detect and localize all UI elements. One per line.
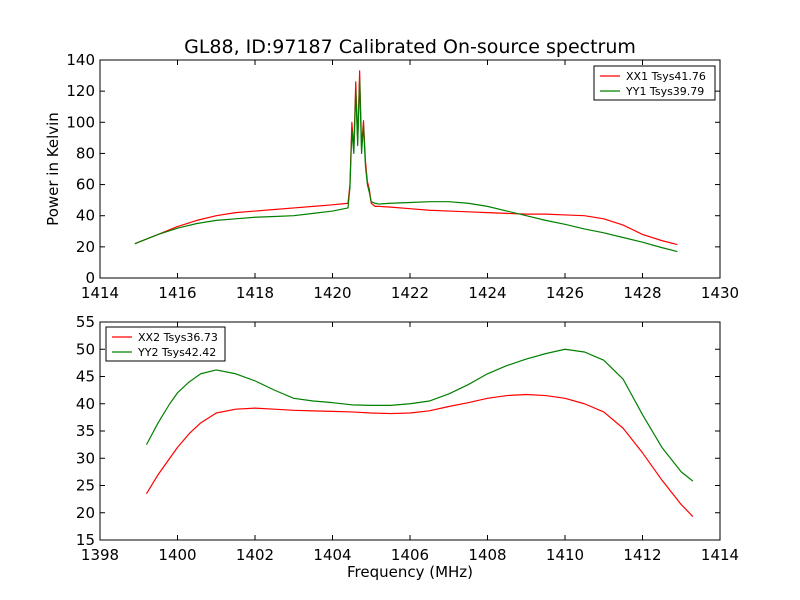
x-tick-label: 1408	[468, 546, 506, 564]
x-tick-label: 1400	[158, 546, 196, 564]
series-line-xx2	[145, 393, 694, 517]
y-tick-label: 25	[76, 477, 95, 495]
y-tick-label: 100	[66, 113, 95, 131]
legend-box	[105, 326, 226, 362]
y-tick-label: 40	[76, 395, 95, 413]
legend-entry-label: YY2 Tsys42.42	[137, 346, 216, 359]
legend-entry-label: XX2 Tsys36.73	[138, 331, 218, 344]
x-axis-label: Frequency (MHz)	[347, 563, 473, 581]
y-tick-label: 50	[76, 340, 95, 358]
y-tick-label: 45	[76, 368, 95, 386]
x-tick-label: 1410	[546, 546, 584, 564]
y-tick-label: 40	[76, 207, 95, 225]
x-tick-label: 1402	[236, 546, 274, 564]
y-tick-label: 55	[76, 313, 95, 331]
x-tick-label: 1420	[313, 284, 351, 302]
y-tick-label: 15	[76, 531, 95, 549]
legend-box	[593, 65, 716, 101]
y-tick-label: 80	[76, 144, 95, 162]
legend-entry-label: YY1 Tsys39.79	[625, 85, 704, 98]
x-tick-label: 1428	[623, 284, 661, 302]
legend-entry-label: XX1 Tsys41.76	[626, 70, 706, 83]
y-tick-label: 60	[76, 176, 95, 194]
x-tick-label: 1406	[391, 546, 429, 564]
figure-title: GL88, ID:97187 Calibrated On-source spec…	[184, 36, 636, 58]
bottom-panel: 1398 1400 1402 1404 1406 1408 1410 1412 1414 15 20…	[76, 313, 739, 581]
x-tick-label: 1414	[81, 284, 119, 302]
top-panel: 1414 1416 1418 1420 1422 1424 1426 1428 1430 0 20 4…	[44, 51, 739, 302]
y-tick-label: 30	[76, 449, 95, 467]
x-tick-label: 1404	[313, 546, 351, 564]
x-tick-label: 1422	[391, 284, 429, 302]
x-tick-label: 1424	[468, 284, 506, 302]
y-tick-label: 20	[76, 504, 95, 522]
x-tick-label: 1426	[546, 284, 584, 302]
y-tick-label: 35	[76, 422, 95, 440]
series-line-yy2	[145, 348, 694, 482]
x-tick-label: 1398	[81, 546, 119, 564]
y-tick-label: 0	[85, 269, 95, 287]
x-tick-label: 1416	[158, 284, 196, 302]
x-tick-label: 1412	[623, 546, 661, 564]
x-tick-label: 1418	[236, 284, 274, 302]
x-tick-label: 1414	[701, 546, 739, 564]
y-axis-label: Power in Kelvin	[44, 112, 62, 226]
series-line-yy1	[134, 78, 678, 253]
y-tick-label: 20	[76, 238, 95, 256]
y-tick-label: 140	[66, 51, 95, 69]
x-tick-label: 1430	[701, 284, 739, 302]
y-tick-label: 120	[66, 82, 95, 100]
